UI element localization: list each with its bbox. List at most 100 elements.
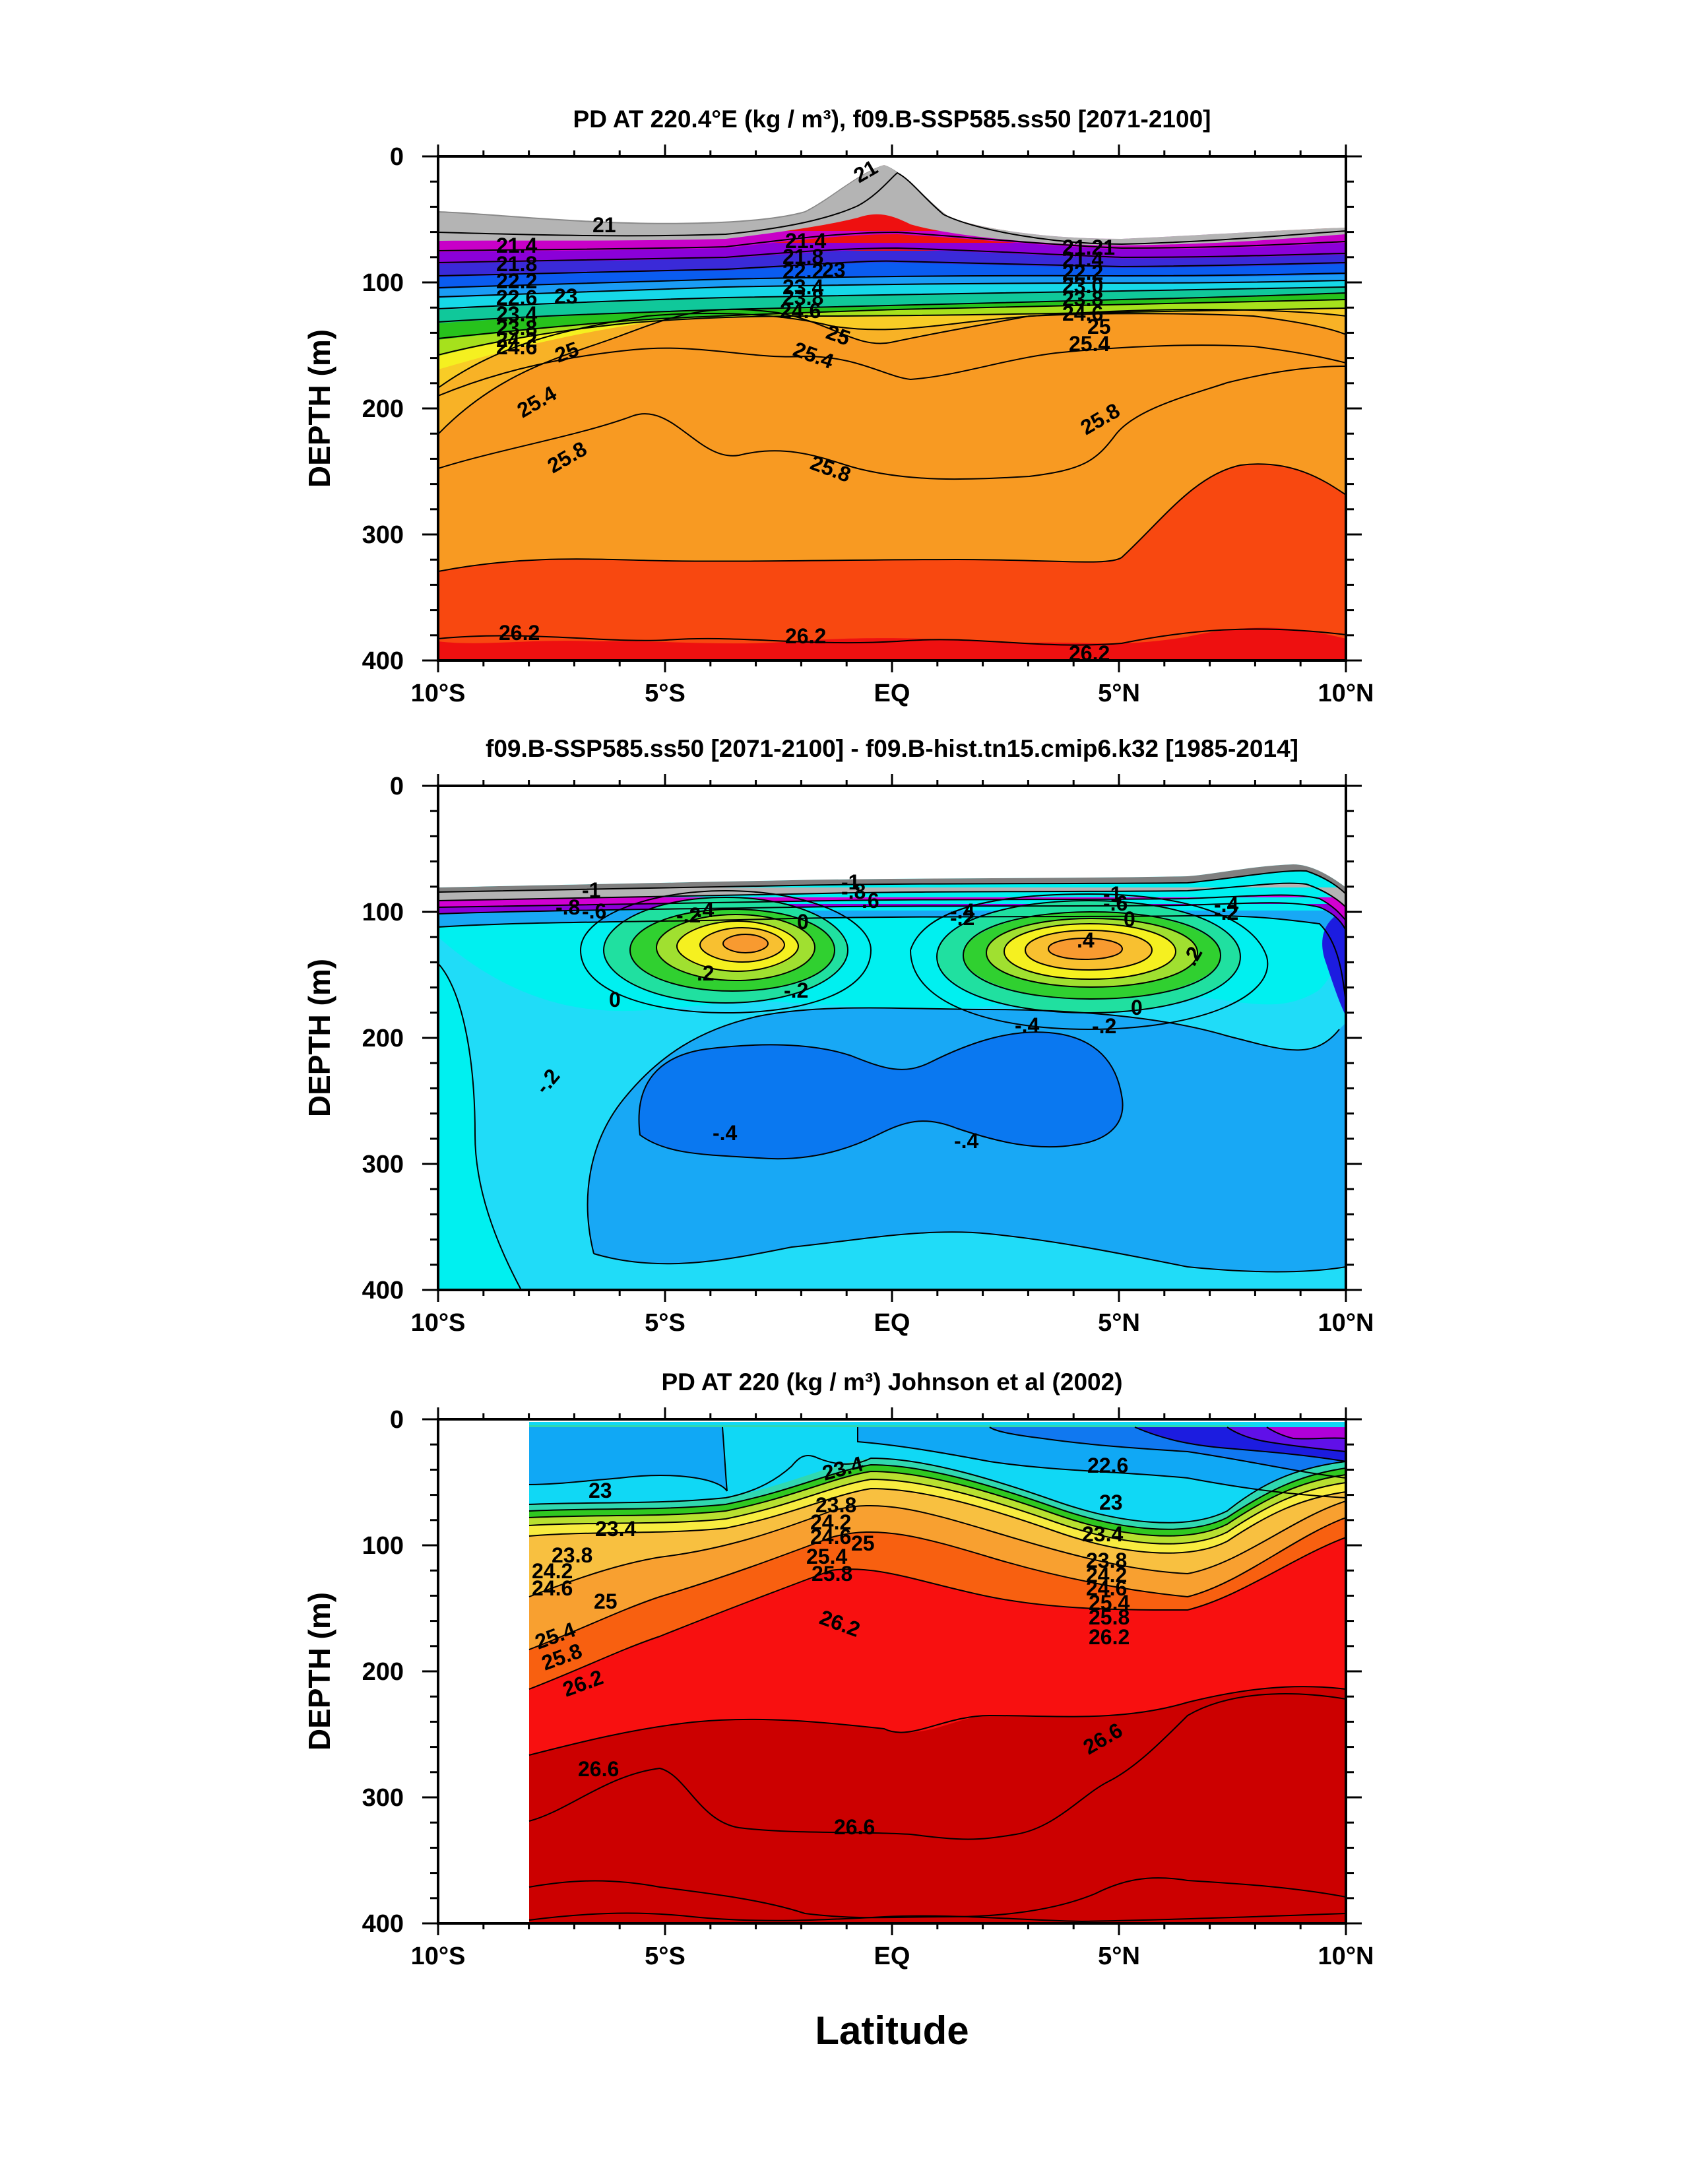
x-tick-label: EQ <box>874 680 910 707</box>
panel-3-title: PD AT 220 (kg / m³) Johnson et al (2002) <box>661 1368 1122 1396</box>
panel-2-ylabel: DEPTH (m) <box>302 959 336 1117</box>
contour-0.5-south <box>699 926 786 963</box>
clabel-obs-22.6: 22.6 <box>1087 1454 1128 1477</box>
contour-minus-0.4-top <box>438 902 1346 931</box>
clabel-minus-0.4-f: -.4 <box>954 1129 979 1153</box>
contour-0.2-north <box>962 911 1222 1000</box>
y-tick-label: 200 <box>362 1025 404 1052</box>
panel-3-contour-lines <box>528 1427 1346 1923</box>
y-tick-label: 200 <box>362 1658 404 1686</box>
contour-minus-0.1-north <box>910 893 1269 1031</box>
clabel-obs-23.8-b: 23.8 <box>815 1493 856 1517</box>
contour-25 <box>438 308 1346 389</box>
fill-thermocline-darkorange <box>529 1518 1346 1689</box>
clabel-obs-26.6-b: 26.6 <box>834 1815 875 1839</box>
contour-0.4-south <box>655 913 816 982</box>
contour-0-south <box>602 896 849 1004</box>
clabel-minus-0.2-c: -.2 <box>950 906 974 930</box>
y-tick-label: 300 <box>362 1784 404 1812</box>
x-tick-label: EQ <box>874 1943 910 1970</box>
contour-25.6 <box>438 344 1346 397</box>
clabel-obs-24.6-a: 24.6 <box>532 1576 573 1600</box>
contour-25.4 <box>438 308 1346 435</box>
clabel-21-b: 21 <box>592 213 616 237</box>
fill-21.0-band <box>438 165 1346 245</box>
clabel-obs-24.2-a: 24.2 <box>532 1559 573 1583</box>
x-tick-label: 5°N <box>1098 680 1140 707</box>
x-tick-label: EQ <box>874 1309 910 1337</box>
y-tick-label: 400 <box>362 1910 404 1938</box>
no-data-region <box>439 1421 529 1922</box>
contour-obs-27 <box>528 1912 1346 1923</box>
fill-minus-1.0 <box>438 864 1346 894</box>
contour-minus-0.2-main <box>438 963 522 1290</box>
y-tick-label: 300 <box>362 1151 404 1178</box>
fill-22.8-top <box>529 1427 727 1491</box>
contour-21 <box>438 172 1346 245</box>
clabel-0.2-a: .2 <box>697 961 715 985</box>
clabel-24.6-b: 24.6 <box>780 299 821 323</box>
fill-thermocline-orange <box>529 1501 1346 1650</box>
fill-thermocline-lightorange <box>529 1489 1346 1597</box>
panel-2: f09.B-SSP585.ss50 [2071-2100] - f09.B-hi… <box>302 735 1374 1337</box>
x-tick-label: 10°N <box>1318 1943 1374 1970</box>
clabel-minus-0.4-c: -.4 <box>1214 893 1239 916</box>
panel-2-contour-labels: -1 -.8 -.6 -.4 -.2 0 .2 0 -.2 -1 -.8 .6 … <box>530 870 1239 1153</box>
clabel-0.4-a: .4 <box>1077 928 1095 952</box>
contour-obs-25.4 <box>528 1500 1346 1597</box>
contour-21.8 <box>438 247 1346 263</box>
panel-1: PD AT 220.4°E (kg / m³), f09.B-SSP585.ss… <box>302 106 1374 707</box>
clabel-obs-25.4-c: 25.4 <box>1089 1591 1130 1615</box>
x-axis-title: Latitude <box>815 2008 969 2053</box>
clabel-obs-23.4-c: 23.4 <box>1082 1522 1123 1546</box>
panel-1-title: PD AT 220.4°E (kg / m³), f09.B-SSP585.ss… <box>573 106 1211 133</box>
clabel-22.2-b: 22.2 <box>782 259 823 283</box>
y-tick-label: 0 <box>390 773 404 800</box>
fill-thermocline-yellow <box>529 1479 1346 1553</box>
clabel-24.6-c: 24.6 <box>1062 302 1103 325</box>
clabel-0-b: 0 <box>609 988 621 1012</box>
clabel-minus-0.2-e: -.2 <box>1092 1014 1116 1038</box>
contour-24.2 <box>438 299 1346 339</box>
clabel-obs-23-b: 23 <box>1099 1491 1123 1514</box>
clabel-minus-1-a: -1 <box>582 878 600 902</box>
y-tick-label: 200 <box>362 395 404 423</box>
clabel-22.2: 22.2 <box>496 269 537 293</box>
contour-minus-0.8 <box>438 882 1346 908</box>
clabel-obs-25.8-c: 25.8 <box>1089 1605 1130 1629</box>
fill-minus-0.8 <box>438 895 1346 920</box>
clabel-obs-24.2-b: 24.2 <box>810 1510 851 1534</box>
y-tick-label: 400 <box>362 647 404 675</box>
clabel-minus-0.4-b: -.4 <box>950 899 975 923</box>
clabel-obs-26.2-c: 26.2 <box>1089 1625 1130 1649</box>
x-tick-label: 10°N <box>1318 680 1374 707</box>
panel-3-ticks: 10°S 5°S EQ 5°N 10°N 0 100 200 300 400 <box>362 1406 1374 1970</box>
clabel-obs-23.4-a: 23.4 <box>595 1517 636 1541</box>
clabel-0-a: 0 <box>797 910 809 934</box>
contour-obs-23.0-top <box>722 1427 1346 1498</box>
clabel-obs-24.2-c: 24.2 <box>1086 1563 1127 1587</box>
clabel-23-c: 23.0 <box>1062 274 1103 298</box>
fill-thermocline-lime <box>529 1471 1346 1544</box>
clabel-26.2-a: 26.2 <box>499 621 540 645</box>
panel-2-contour-lines <box>438 870 1346 1290</box>
x-tick-label: 10°S <box>411 680 466 707</box>
panel-1-contour-lines <box>438 172 1346 646</box>
contour-23.8 <box>438 292 1346 323</box>
contour-0-north <box>936 899 1242 1014</box>
clabel-minus-0.8-b: -.8 <box>841 880 866 903</box>
clabel-23.4: 23.4 <box>496 302 537 326</box>
fill-red-mid <box>529 1537 1346 1755</box>
contour-obs-22.6 <box>989 1427 1346 1479</box>
contour-minus-0.4 <box>638 1031 1124 1160</box>
contour-obs-26.6 <box>528 1693 1346 1840</box>
clabel-obs-25.8-b: 25.8 <box>812 1562 852 1586</box>
x-tick-label: 5°N <box>1098 1943 1140 1970</box>
y-tick-label: 100 <box>362 269 404 297</box>
contour-minus-0.6 <box>438 894 1346 921</box>
contour-obs-23.8 <box>528 1463 1346 1530</box>
contour-26 <box>438 463 1346 572</box>
x-tick-label: 5°S <box>645 1943 685 1970</box>
fill-25.8-region <box>438 310 1346 571</box>
clabel-21-c: 21.21 <box>1062 236 1115 259</box>
